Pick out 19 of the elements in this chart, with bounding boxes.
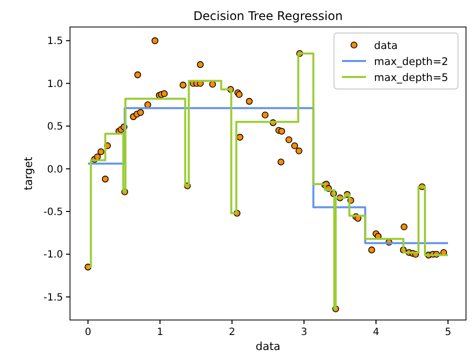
y-tick-label: -1.5: [43, 292, 63, 304]
x-tick-label: 5: [444, 327, 452, 338]
y-axis-title: target: [22, 156, 35, 190]
legend-label: max_depth=2: [374, 56, 448, 68]
y-tick-label: 1.5: [47, 36, 63, 48]
y-tick-label: 1.0: [47, 78, 63, 90]
x-tick-label: 3: [300, 327, 308, 338]
y-tick-label: 0.0: [47, 164, 63, 176]
y-tick-label: 0.5: [47, 122, 63, 133]
x-tick-label: 2: [228, 327, 236, 338]
legend-label: data: [374, 40, 398, 52]
legend-label: max_depth=5: [374, 72, 448, 84]
y-tick-label: -0.5: [43, 207, 63, 218]
x-tick-label: 4: [372, 327, 380, 338]
x-tick-label: 1: [156, 327, 164, 338]
x-axis-title: data: [256, 340, 280, 353]
chart-title: Decision Tree Regression: [193, 9, 343, 23]
x-tick-label: 0: [84, 327, 92, 338]
y-tick-label: -1.0: [43, 250, 63, 261]
